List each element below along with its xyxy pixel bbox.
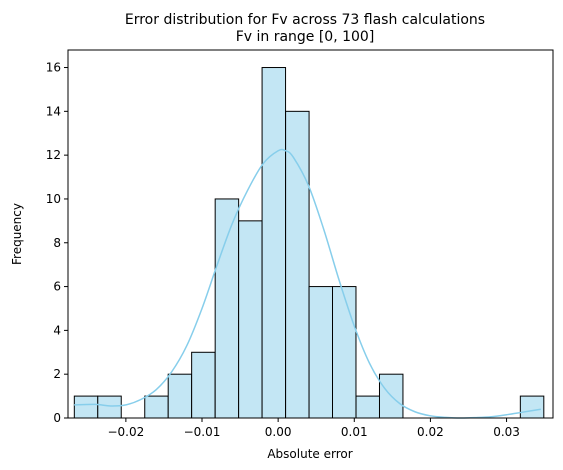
histogram-bar bbox=[191, 351, 216, 419]
y-tick-label: 2 bbox=[53, 367, 61, 381]
y-tick-label: 8 bbox=[53, 236, 61, 250]
histogram-bars bbox=[73, 67, 545, 419]
histogram-bar bbox=[167, 373, 193, 419]
x-axis-label: Absolute error bbox=[267, 447, 352, 461]
histogram-bar bbox=[519, 395, 545, 419]
x-tick-label: 0.03 bbox=[493, 425, 520, 439]
histogram-bar bbox=[355, 395, 381, 419]
axes-frame bbox=[67, 49, 554, 419]
x-axis-ticks: −0.02 −0.01 0.00 0.01 0.02 0.03 bbox=[107, 418, 520, 439]
x-tick-label: −0.01 bbox=[184, 425, 221, 439]
x-tick-label: 0.01 bbox=[341, 425, 368, 439]
histogram-bar bbox=[285, 110, 310, 419]
histogram-bar bbox=[214, 198, 240, 419]
y-tick-label: 0 bbox=[53, 411, 61, 425]
x-tick-label: 0.00 bbox=[265, 425, 292, 439]
y-axis-label: Frequency bbox=[10, 203, 24, 265]
chart-title: Error distribution for Fv across 73 flas… bbox=[125, 12, 485, 28]
histogram-bar bbox=[97, 395, 122, 419]
histogram-bar bbox=[238, 220, 263, 419]
y-tick-label: 16 bbox=[46, 61, 61, 75]
histogram-bar bbox=[144, 395, 169, 419]
y-tick-label: 12 bbox=[46, 148, 61, 162]
histogram-bar bbox=[261, 67, 287, 419]
x-tick-label: 0.02 bbox=[417, 425, 444, 439]
y-tick-label: 6 bbox=[53, 280, 61, 294]
y-tick-label: 4 bbox=[53, 323, 61, 337]
y-axis-ticks: 0 2 4 6 8 10 12 14 16 bbox=[46, 61, 68, 425]
y-tick-label: 14 bbox=[46, 104, 61, 118]
chart-subtitle: Fv in range [0, 100] bbox=[236, 29, 375, 45]
histogram-bar bbox=[332, 286, 357, 419]
x-tick-label: −0.02 bbox=[107, 425, 144, 439]
histogram-bar bbox=[73, 395, 99, 419]
y-tick-label: 10 bbox=[46, 192, 61, 206]
histogram-bar bbox=[308, 286, 334, 419]
